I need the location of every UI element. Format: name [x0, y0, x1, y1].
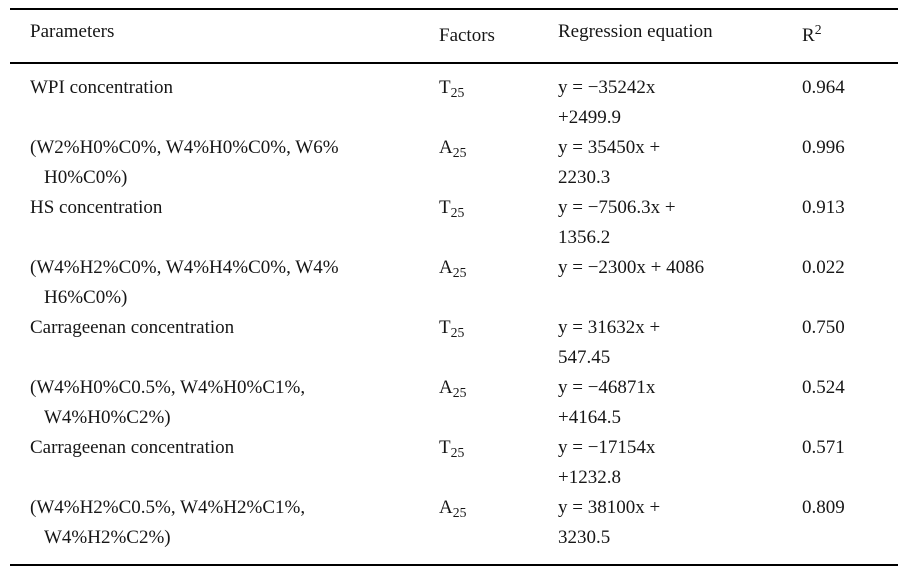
r-squared-value: 0.750	[802, 317, 845, 338]
factor-cell: A25	[439, 373, 558, 433]
equation-cell: y = −35242x +2499.9	[558, 73, 802, 133]
equation-line-1: y = −46871x	[558, 377, 656, 398]
table-row: (W4%H2%C0%, W4%H4%C0%, W4% H6%C0%) A25 y…	[10, 253, 898, 313]
table-body: WPI concentration T25 y = −35242x +2499.…	[10, 64, 898, 564]
parameter-line-1: WPI concentration	[30, 77, 173, 98]
equation-cell: y = −46871x +4164.5	[558, 373, 802, 433]
factor-cell: A25	[439, 253, 558, 313]
equation-line-2: +4164.5	[558, 407, 621, 428]
factor-symbol: A	[439, 377, 453, 398]
factor-subscript: 25	[452, 504, 467, 520]
equation-line-2: 3230.5	[558, 527, 611, 548]
r-squared-base: R	[802, 25, 815, 46]
parameter-line-2: W4%H2%C2%)	[44, 527, 171, 548]
table-row: (W4%H0%C0.5%, W4%H0%C1%, W4%H0%C2%) A25 …	[10, 373, 898, 433]
equation-line-2: 1356.2	[558, 227, 611, 248]
equation-line-1: y = −35242x	[558, 77, 656, 98]
equation-line-2: 547.45	[558, 347, 611, 368]
column-header-parameters: Parameters	[30, 21, 115, 42]
equation-line-1: y = −2300x + 4086	[558, 257, 705, 278]
parameter-line-2: H6%C0%)	[44, 287, 128, 308]
factor-subscript: 25	[452, 144, 467, 160]
table-row: Carrageenan concentration T25 y = −17154…	[10, 433, 898, 493]
equation-line-2: 2230.3	[558, 167, 611, 188]
parameters-cell: (W4%H0%C0.5%, W4%H0%C1%, W4%H0%C2%)	[10, 373, 439, 433]
r-squared-value: 0.571	[802, 437, 845, 458]
parameter-line-1: (W4%H2%C0%, W4%H4%C0%, W4%	[30, 257, 339, 278]
parameter-line-1: HS concentration	[30, 197, 163, 218]
r-squared-value: 0.913	[802, 197, 845, 218]
factor-subscript: 25	[452, 384, 467, 400]
equation-cell: y = 31632x + 547.45	[558, 313, 802, 373]
table-header-row: Parameters Factors Regression equation R…	[10, 10, 898, 64]
factor-subscript: 25	[450, 444, 465, 460]
parameters-cell: (W4%H2%C0%, W4%H4%C0%, W4% H6%C0%)	[10, 253, 439, 313]
regression-table: Parameters Factors Regression equation R…	[10, 8, 898, 566]
equation-line-1: y = −17154x	[558, 437, 656, 458]
parameters-cell: HS concentration	[10, 193, 439, 253]
r-squared-value: 0.022	[802, 257, 845, 278]
parameters-cell: Carrageenan concentration	[10, 433, 439, 493]
equation-line-2: +2499.9	[558, 107, 621, 128]
r-squared-value: 0.996	[802, 137, 845, 158]
column-header-regression-equation: Regression equation	[558, 21, 713, 42]
column-header-factors: Factors	[439, 25, 495, 46]
factor-subscript: 25	[450, 204, 465, 220]
parameters-cell: (W2%H0%C0%, W4%H0%C0%, W6% H0%C0%)	[10, 133, 439, 193]
factor-symbol: A	[439, 497, 453, 518]
table-row: WPI concentration T25 y = −35242x +2499.…	[10, 73, 898, 133]
factor-cell: T25	[439, 73, 558, 133]
factor-cell: A25	[439, 493, 558, 553]
r-squared-value: 0.809	[802, 497, 845, 518]
parameter-line-2: H0%C0%)	[44, 167, 128, 188]
parameter-line-1: Carrageenan concentration	[30, 317, 235, 338]
table-row: (W2%H0%C0%, W4%H0%C0%, W6% H0%C0%) A25 y…	[10, 133, 898, 193]
r-squared-value: 0.964	[802, 77, 845, 98]
factor-symbol: T	[439, 197, 451, 218]
table-row: Carrageenan concentration T25 y = 31632x…	[10, 313, 898, 373]
factor-symbol: T	[439, 317, 451, 338]
equation-cell: y = 38100x + 3230.5	[558, 493, 802, 553]
parameter-line-1: (W4%H2%C0.5%, W4%H2%C1%,	[30, 497, 306, 518]
table-row: (W4%H2%C0.5%, W4%H2%C1%, W4%H2%C2%) A25 …	[10, 493, 898, 553]
factor-cell: T25	[439, 433, 558, 493]
factor-cell: T25	[439, 193, 558, 253]
column-header-r-squared: R2	[802, 21, 898, 51]
parameter-line-1: (W2%H0%C0%, W4%H0%C0%, W6%	[30, 137, 339, 158]
factor-subscript: 25	[450, 84, 465, 100]
parameters-cell: (W4%H2%C0.5%, W4%H2%C1%, W4%H2%C2%)	[10, 493, 439, 553]
equation-line-1: y = 38100x +	[558, 497, 661, 518]
r-squared-value: 0.524	[802, 377, 845, 398]
parameters-cell: Carrageenan concentration	[10, 313, 439, 373]
factor-cell: A25	[439, 133, 558, 193]
equation-line-1: y = −7506.3x +	[558, 197, 676, 218]
factor-cell: T25	[439, 313, 558, 373]
parameter-line-1: Carrageenan concentration	[30, 437, 235, 458]
parameter-line-2: W4%H0%C2%)	[44, 407, 171, 428]
equation-cell: y = −7506.3x + 1356.2	[558, 193, 802, 253]
factor-symbol: T	[439, 77, 451, 98]
equation-cell: y = −17154x +1232.8	[558, 433, 802, 493]
equation-cell: y = −2300x + 4086	[558, 253, 802, 313]
equation-line-2: +1232.8	[558, 467, 621, 488]
equation-line-1: y = 31632x +	[558, 317, 661, 338]
factor-symbol: A	[439, 137, 453, 158]
parameters-cell: WPI concentration	[10, 73, 439, 133]
r-squared-exponent: 2	[814, 22, 822, 38]
factor-symbol: A	[439, 257, 453, 278]
factor-subscript: 25	[450, 324, 465, 340]
factor-symbol: T	[439, 437, 451, 458]
factor-subscript: 25	[452, 264, 467, 280]
equation-cell: y = 35450x + 2230.3	[558, 133, 802, 193]
table-row: HS concentration T25 y = −7506.3x + 1356…	[10, 193, 898, 253]
parameter-line-1: (W4%H0%C0.5%, W4%H0%C1%,	[30, 377, 306, 398]
equation-line-1: y = 35450x +	[558, 137, 661, 158]
